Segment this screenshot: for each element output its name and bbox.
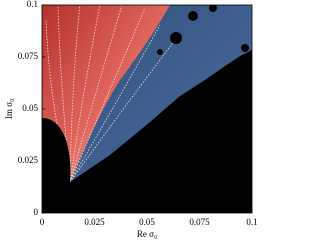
black-region xyxy=(42,50,252,213)
y-tick-label: 0.075 xyxy=(18,51,39,61)
x-tick-label: 0.025 xyxy=(84,217,105,227)
x-tick-label: 0.1 xyxy=(246,217,257,227)
chart: Re σ₀ Im σ₀ 0 0.025 0.05 0.075 0.1 0 0.025 0.05… xyxy=(4,0,258,239)
x-tick-label: 0.075 xyxy=(189,217,210,227)
y-tick-label: 0.1 xyxy=(27,0,38,9)
fan-curves xyxy=(45,5,176,183)
y-axis-label: Im σ₀ xyxy=(4,99,14,119)
x-axis-label: Re σ₀ xyxy=(137,229,157,239)
fractal-blobs xyxy=(157,5,249,72)
x-tick-label: 0 xyxy=(40,217,45,227)
y-tick-label: 0.025 xyxy=(18,155,39,165)
red-region xyxy=(42,5,170,182)
y-tick-label: 0.05 xyxy=(22,103,38,113)
x-tick-label: 0.05 xyxy=(139,217,155,227)
fractal-image xyxy=(42,5,252,213)
y-tick-label: 0 xyxy=(34,207,39,217)
